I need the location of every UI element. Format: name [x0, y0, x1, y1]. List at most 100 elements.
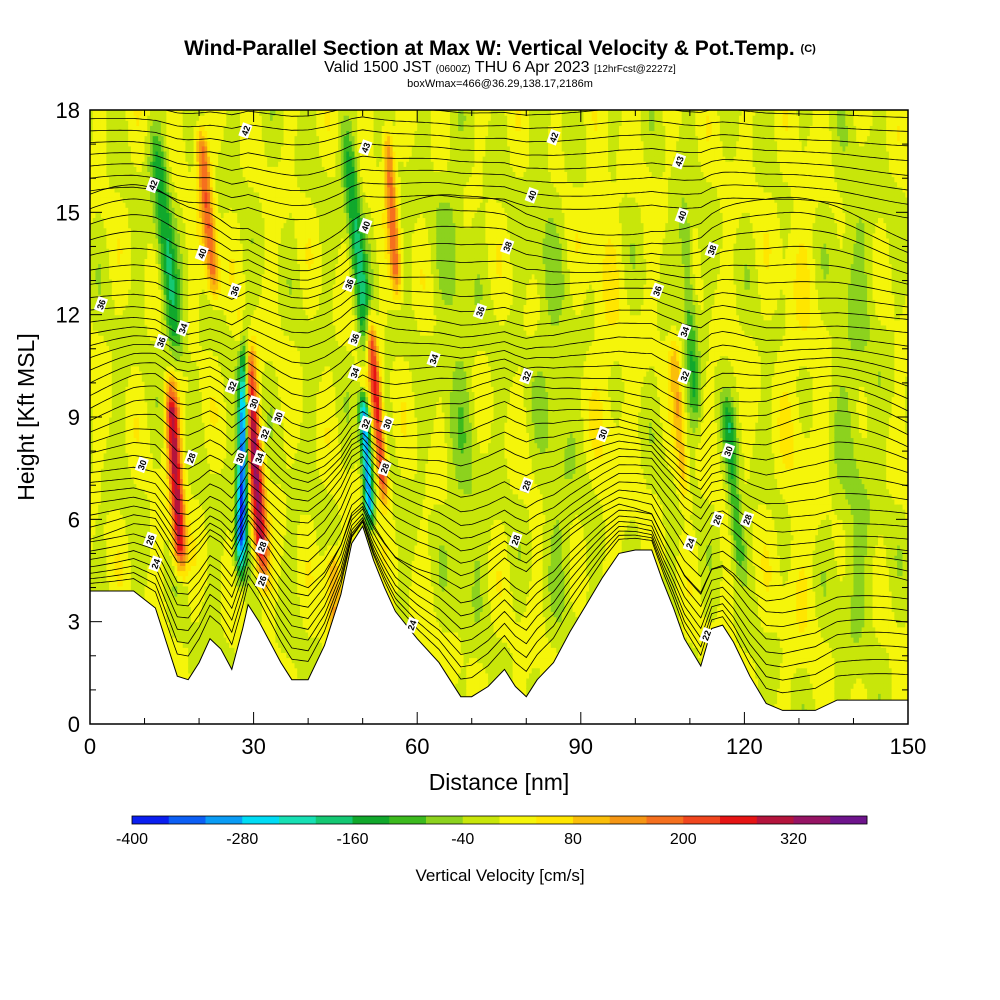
w-cell [166, 411, 170, 418]
w-cell [141, 422, 146, 428]
w-cell [125, 248, 129, 254]
w-cell [117, 120, 121, 126]
w-cell [103, 555, 107, 561]
w-cell [133, 468, 137, 474]
w-cell [103, 411, 107, 418]
w-cell [122, 130, 127, 137]
w-cell [160, 621, 165, 628]
w-cell [139, 166, 143, 172]
w-cell [111, 115, 116, 121]
w-cell [141, 401, 146, 408]
w-cell [141, 217, 146, 224]
w-cell [111, 365, 116, 372]
w-cell [130, 457, 135, 464]
w-cell [95, 396, 99, 403]
w-cell [149, 294, 154, 300]
w-cell [111, 580, 116, 587]
w-cell [155, 314, 159, 321]
w-cell [98, 166, 102, 172]
w-cell [158, 370, 162, 377]
w-cell [133, 555, 137, 561]
w-cell [128, 145, 132, 152]
w-cell [136, 243, 140, 249]
w-cell [122, 483, 127, 490]
w-cell [117, 575, 121, 582]
w-cell [133, 268, 137, 275]
w-cell [122, 140, 127, 147]
w-cell [103, 575, 107, 582]
w-cell [95, 565, 99, 572]
w-cell [139, 376, 143, 382]
w-cell [111, 304, 116, 311]
w-cell [95, 488, 99, 495]
w-cell [160, 150, 165, 157]
w-cell [92, 309, 97, 316]
w-cell [103, 437, 107, 444]
w-cell [125, 468, 129, 474]
w-cell [144, 570, 148, 577]
w-cell [119, 570, 124, 577]
w-cell [103, 335, 107, 341]
w-cell [100, 243, 105, 249]
w-cell [114, 524, 118, 531]
w-cell [119, 186, 124, 193]
w-cell [160, 601, 165, 607]
w-cell [90, 125, 94, 132]
w-cell [144, 115, 148, 121]
w-cell [119, 544, 124, 551]
w-cell [149, 145, 154, 152]
w-cell [155, 150, 159, 157]
w-cell [109, 110, 113, 116]
w-cell [133, 447, 137, 454]
w-cell [130, 396, 135, 403]
w-cell [95, 575, 99, 582]
w-cell [128, 376, 132, 382]
w-cell [152, 432, 157, 439]
w-cell [158, 243, 162, 249]
w-cell [152, 299, 157, 306]
w-cell [149, 283, 154, 290]
w-cell [92, 539, 97, 546]
w-cell [133, 493, 137, 500]
w-cell [95, 427, 99, 433]
w-cell [122, 442, 127, 449]
w-cell [149, 422, 154, 428]
w-cell [117, 140, 121, 147]
w-cell [139, 544, 143, 551]
w-cell [122, 278, 127, 285]
w-cell [155, 135, 159, 142]
w-cell [130, 406, 135, 413]
w-cell [147, 237, 151, 244]
w-cell [103, 391, 107, 398]
w-cell [133, 560, 137, 566]
w-cell [122, 232, 127, 239]
w-cell [136, 273, 140, 280]
w-cell [160, 314, 165, 321]
w-cell [147, 283, 151, 290]
w-cell [98, 503, 102, 510]
w-cell [160, 176, 165, 183]
w-cell [98, 529, 102, 536]
w-cell [141, 590, 146, 597]
w-cell [95, 478, 99, 485]
w-cell [119, 555, 124, 561]
w-cell [163, 227, 167, 234]
w-cell [166, 503, 170, 510]
w-cell [141, 207, 146, 213]
w-cell [111, 447, 116, 454]
w-cell [158, 376, 162, 382]
w-cell [133, 156, 137, 162]
w-cell [160, 437, 165, 444]
w-cell [155, 263, 159, 270]
w-cell [144, 529, 148, 536]
w-cell [119, 585, 124, 592]
w-cell [166, 273, 170, 280]
w-cell [130, 401, 135, 408]
w-cell [166, 248, 170, 254]
w-cell [136, 519, 140, 526]
w-cell [136, 575, 140, 582]
w-cell [128, 519, 132, 526]
w-cell [139, 524, 143, 531]
w-cell [130, 370, 135, 377]
w-cell [130, 309, 135, 316]
